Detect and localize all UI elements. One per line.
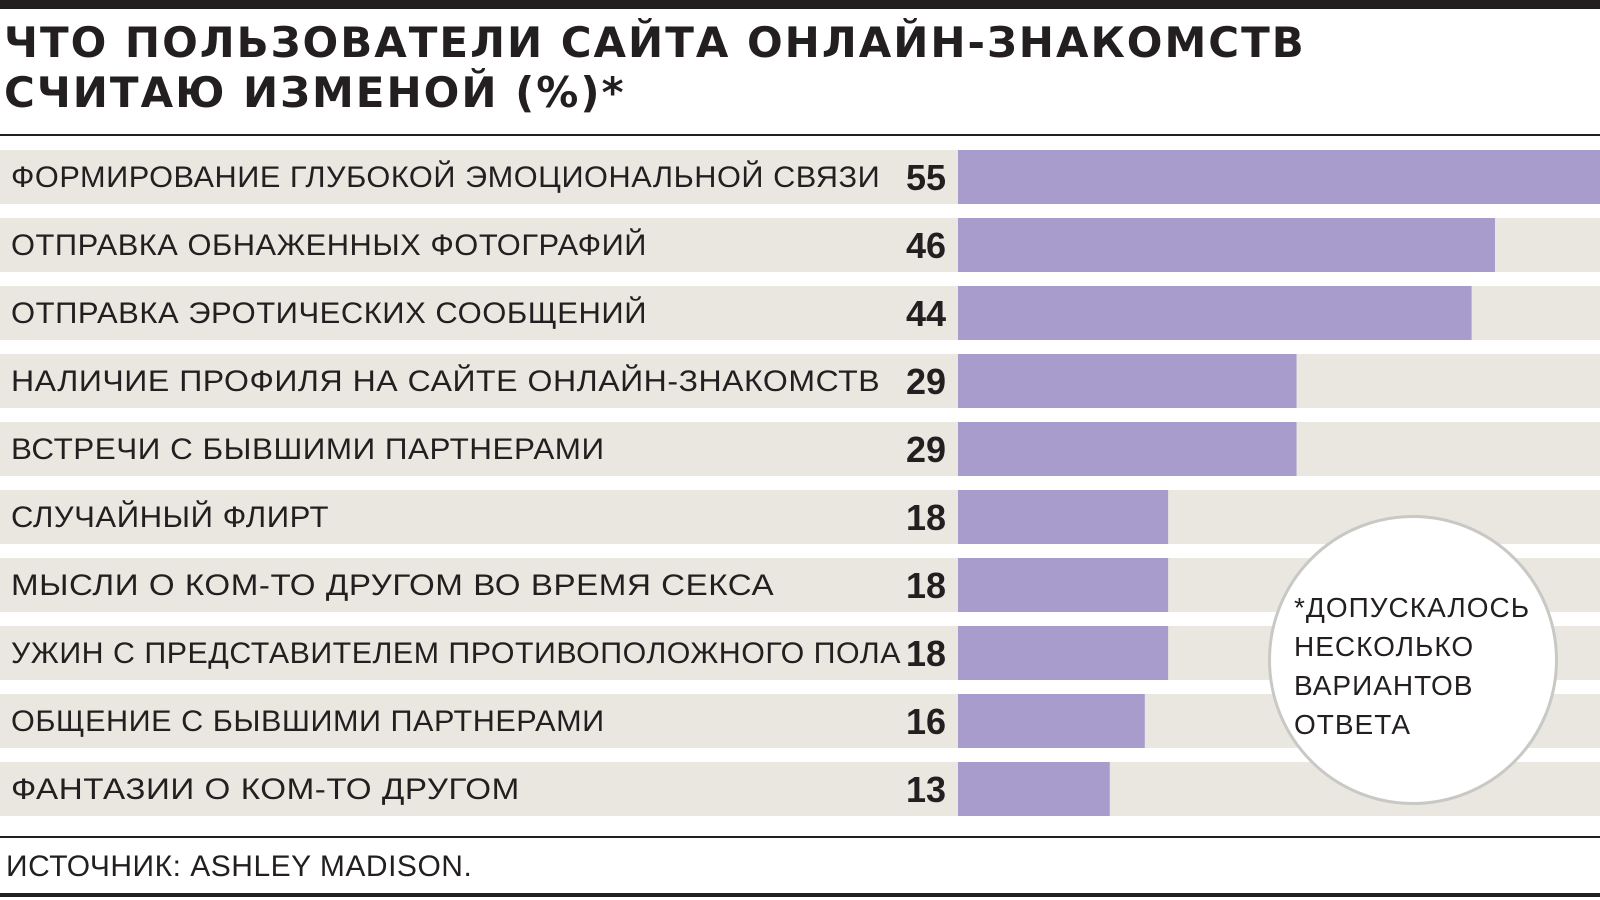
value-label: 18 bbox=[906, 633, 946, 674]
category-label: МЫСЛИ О КОМ-ТО ДРУГОМ ВО ВРЕМЯ СЕКСА bbox=[11, 569, 774, 602]
chart-row: ОТПРАВКА ЭРОТИЧЕСКИХ СООБЩЕНИЙ 44 bbox=[0, 286, 1600, 340]
category-label: УЖИН С ПРЕДСТАВИТЕЛЕМ ПРОТИВОПОЛОЖНОГО П… bbox=[11, 637, 901, 670]
bottom-rule bbox=[0, 893, 1600, 897]
bar bbox=[958, 422, 1297, 476]
value-label: 44 bbox=[906, 293, 946, 334]
chart-row: НАЛИЧИЕ ПРОФИЛЯ НА САЙТЕ ОНЛАЙН-ЗНАКОМСТ… bbox=[0, 354, 1600, 408]
value-label: 13 bbox=[906, 769, 946, 810]
footnote-text: *ДОПУСКАЛОСЬ НЕСКОЛЬКО ВАРИАНТОВ ОТВЕТА bbox=[1294, 588, 1554, 744]
bar bbox=[958, 626, 1169, 680]
row-background bbox=[0, 490, 1600, 544]
category-label: НАЛИЧИЕ ПРОФИЛЯ НА САЙТЕ ОНЛАЙН-ЗНАКОМСТ… bbox=[11, 364, 880, 398]
value-label: 46 bbox=[906, 225, 946, 266]
category-label: ФОРМИРОВАНИЕ ГЛУБОКОЙ ЭМОЦИОНАЛЬНОЙ СВЯЗ… bbox=[11, 160, 880, 194]
value-label: 29 bbox=[906, 429, 946, 470]
footnote-circle bbox=[1268, 515, 1558, 805]
bar bbox=[958, 354, 1297, 408]
category-label: СЛУЧАЙНЫЙ ФЛИРТ bbox=[11, 500, 329, 534]
category-label: ОТПРАВКА ЭРОТИЧЕСКИХ СООБЩЕНИЙ bbox=[11, 296, 647, 330]
value-label: 29 bbox=[906, 361, 946, 402]
bar bbox=[958, 762, 1110, 816]
source-note: ИСТОЧНИК: ASHLEY MADISON. bbox=[6, 850, 473, 883]
chart-row: ОТПРАВКА ОБНАЖЕННЫХ ФОТОГРАФИЙ 46 bbox=[0, 218, 1600, 272]
category-label: ОТПРАВКА ОБНАЖЕННЫХ ФОТОГРАФИЙ bbox=[11, 228, 647, 262]
value-label: 18 bbox=[906, 565, 946, 606]
bar bbox=[958, 150, 1600, 204]
bar bbox=[958, 694, 1145, 748]
title-divider bbox=[0, 134, 1600, 136]
chart-row: ВСТРЕЧИ С БЫВШИМИ ПАРТНЕРАМИ 29 bbox=[0, 422, 1600, 476]
bar bbox=[958, 490, 1169, 544]
category-label: ФАНТАЗИИ О КОМ-ТО ДРУГОМ bbox=[11, 773, 520, 806]
bar bbox=[958, 558, 1169, 612]
chart-row: СЛУЧАЙНЫЙ ФЛИРТ 18 bbox=[0, 490, 1600, 544]
category-label: ВСТРЕЧИ С БЫВШИМИ ПАРТНЕРАМИ bbox=[11, 433, 605, 466]
bar bbox=[958, 286, 1472, 340]
value-label: 18 bbox=[906, 497, 946, 538]
bar bbox=[958, 218, 1495, 272]
footnote-line-3: ВАРИАНТОВ bbox=[1294, 670, 1474, 701]
top-rule bbox=[0, 0, 1600, 9]
footnote-line-1: *ДОПУСКАЛОСЬ bbox=[1294, 592, 1531, 623]
value-label: 55 bbox=[906, 157, 946, 198]
chart-title-line-1: ЧТО ПОЛЬЗОВАТЕЛИ САЙТА ОНЛАЙН-ЗНАКОМСТВ bbox=[4, 18, 1306, 67]
row-background bbox=[0, 354, 1600, 408]
category-label: ОБЩЕНИЕ С БЫВШИМИ ПАРТНЕРАМИ bbox=[11, 705, 605, 738]
chart-row: ФОРМИРОВАНИЕ ГЛУБОКОЙ ЭМОЦИОНАЛЬНОЙ СВЯЗ… bbox=[0, 150, 1600, 204]
chart-title-line-2: СЧИТАЮ ИЗМЕНОЙ (%)* bbox=[4, 68, 626, 117]
value-label: 16 bbox=[906, 701, 946, 742]
chart-row: ФАНТАЗИИ О КОМ-ТО ДРУГОМ 13 bbox=[0, 762, 1600, 816]
row-background bbox=[0, 422, 1600, 476]
chart-title: ЧТО ПОЛЬЗОВАТЕЛИ САЙТА ОНЛАЙН-ЗНАКОМСТВ … bbox=[4, 18, 1404, 118]
footnote-line-4: ОТВЕТА bbox=[1294, 709, 1412, 740]
footer-divider bbox=[0, 836, 1600, 838]
footnote-line-2: НЕСКОЛЬКО bbox=[1294, 631, 1475, 662]
